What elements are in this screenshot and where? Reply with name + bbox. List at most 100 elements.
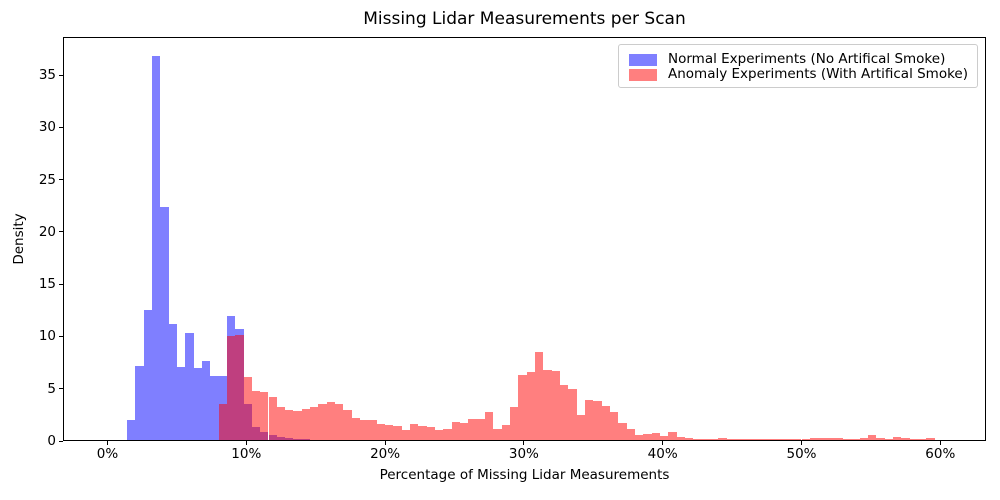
legend-label-anomaly: Anomaly Experiments (With Artifical Smok… — [668, 66, 968, 82]
histogram-bar-anomaly — [643, 433, 652, 440]
histogram-bar-anomaly — [801, 439, 810, 440]
histogram-bar-anomaly — [335, 404, 344, 440]
y-tick-mark — [59, 335, 63, 337]
histogram-bar-anomaly — [734, 439, 744, 440]
histogram-bar-anomaly — [235, 335, 244, 440]
histogram-bar-anomaly — [460, 422, 469, 440]
legend-item-anomaly: Anomaly Experiments (With Artifical Smok… — [629, 66, 968, 82]
histogram-bar-anomaly — [768, 439, 777, 440]
histogram-bar-anomaly — [868, 435, 877, 440]
histogram-bar-anomaly — [351, 418, 361, 440]
histogram-bar-normal — [126, 420, 136, 440]
x-tick-mark — [245, 441, 247, 445]
histogram-bar-anomaly — [659, 435, 669, 440]
histogram-bar-anomaly — [626, 428, 635, 440]
x-tick-mark — [662, 441, 664, 445]
histogram-bar-anomaly — [426, 427, 436, 440]
histogram-bar-normal — [151, 56, 161, 440]
y-tick-label: 0 — [47, 433, 56, 449]
histogram-bar-anomaly — [493, 428, 502, 440]
histogram-bar-normal — [176, 366, 186, 440]
histogram-bar-anomaly — [485, 411, 494, 440]
histogram-bar-anomaly — [834, 438, 844, 440]
legend-item-normal: Normal Experiments (No Artifical Smoke) — [629, 52, 967, 67]
histogram-bar-anomaly — [293, 410, 302, 440]
histogram-bar-anomaly — [385, 425, 394, 440]
histogram-bar-anomaly — [634, 434, 644, 440]
x-tick-label: 20% — [370, 446, 401, 462]
histogram-bar-anomaly — [226, 336, 236, 440]
x-tick-mark — [523, 441, 525, 445]
x-tick-mark — [384, 441, 386, 445]
histogram-bar-anomaly — [551, 370, 560, 440]
y-tick-mark — [59, 179, 63, 181]
y-tick-label: 15 — [38, 276, 56, 293]
histogram-bar-anomaly — [751, 439, 760, 440]
histogram-bar-anomaly — [360, 420, 369, 440]
x-tick-label: 30% — [508, 446, 539, 462]
histogram-bar-anomaly — [784, 439, 794, 440]
histogram-bar-anomaly — [901, 438, 910, 440]
histogram-bar-anomaly — [368, 420, 377, 440]
histogram-bar-anomaly — [435, 429, 444, 440]
histogram-bar-anomaly — [693, 438, 702, 440]
histogram-bar-normal — [160, 206, 169, 440]
histogram-bar-anomaly — [651, 432, 660, 440]
histogram-bar-anomaly — [726, 438, 735, 440]
y-tick-mark — [59, 388, 63, 390]
chart-title: Missing Lidar Measurements per Scan — [363, 9, 686, 29]
histogram-bar-anomaly — [326, 402, 336, 440]
histogram-bar-normal — [135, 365, 144, 440]
x-tick-label: 0% — [96, 446, 119, 462]
histogram-bar-anomaly — [393, 426, 402, 440]
histogram-bar-anomaly — [743, 439, 752, 440]
histogram-bar-anomaly — [709, 438, 719, 440]
histogram-bar-anomaly — [268, 397, 277, 440]
y-tick-label: 25 — [38, 171, 56, 188]
histogram-bar-anomaly — [559, 384, 569, 440]
histogram-bar-anomaly — [859, 437, 869, 440]
x-tick-mark — [939, 441, 941, 445]
y-tick-mark — [59, 283, 63, 285]
histogram-bar-normal — [201, 360, 211, 440]
histogram-bar-anomaly — [893, 437, 902, 440]
y-tick-label: 35 — [38, 67, 56, 83]
histogram-bar-anomaly — [926, 437, 935, 440]
histogram-bar-anomaly — [501, 425, 510, 440]
histogram-bar-anomaly — [443, 428, 452, 440]
histogram-bar-anomaly — [759, 439, 769, 440]
y-tick-mark — [59, 126, 63, 128]
histogram-bar-anomaly — [793, 439, 802, 440]
plot-area — [63, 37, 986, 441]
histogram-bar-anomaly — [809, 438, 819, 440]
y-axis-label: Density — [11, 213, 27, 265]
y-tick-mark — [59, 440, 63, 442]
histogram-bar-anomaly — [418, 426, 427, 440]
histogram-bar-anomaly — [618, 423, 627, 440]
histogram-bar-anomaly — [376, 424, 386, 440]
histogram-bar-anomaly — [818, 437, 827, 440]
histogram-bar-anomaly — [526, 372, 535, 440]
histogram-bar-anomaly — [718, 438, 727, 440]
x-tick-mark — [801, 441, 802, 445]
histogram-bar-anomaly — [918, 439, 927, 440]
histogram-bar-anomaly — [218, 404, 227, 440]
histogram-bar-anomaly — [584, 400, 594, 440]
histogram-bar-anomaly — [843, 438, 852, 440]
histogram-bar-normal — [185, 333, 194, 440]
histogram-bar-normal — [143, 310, 152, 440]
histogram-bar-normal — [168, 323, 177, 440]
y-tick-label: 20 — [38, 223, 56, 240]
y-tick-label: 5 — [47, 380, 56, 397]
histogram-bar-anomaly — [593, 401, 602, 440]
histogram-bar-anomaly — [310, 406, 319, 440]
histogram-bar-anomaly — [826, 437, 835, 440]
legend: Normal Experiments (No Artifical Smoke) … — [618, 44, 978, 88]
legend-swatch-normal — [629, 53, 657, 66]
histogram-bar-anomaly — [543, 369, 552, 440]
histogram-bar-anomaly — [535, 352, 544, 440]
histogram-bars — [64, 38, 985, 440]
histogram-bar-anomaly — [684, 437, 694, 440]
histogram-bar-anomaly — [510, 406, 519, 440]
